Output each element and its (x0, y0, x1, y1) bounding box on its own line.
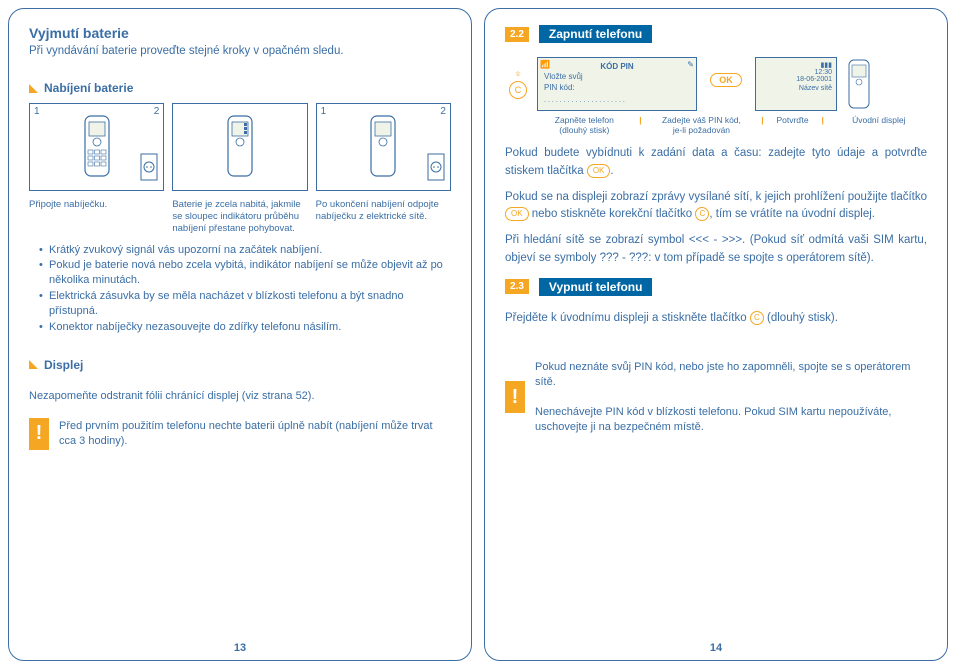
pin-line2: PIN kód: (544, 83, 690, 93)
phone-icon (843, 57, 875, 111)
warning-first-charge: ! Před prvním použitím telefonu nechte b… (29, 418, 451, 450)
ok-button-icon: OK (710, 73, 742, 87)
page-left: Vyjmutí baterie Při vyndávání baterie pr… (8, 8, 472, 661)
page-number-right: 14 (710, 642, 722, 654)
triangle-icon (29, 84, 38, 93)
charging-bullets: Krátký zvukový signál vás upozorní na za… (29, 243, 451, 336)
step-1-left: 1 (34, 106, 40, 117)
section-number-2-2: 2.2 (505, 27, 529, 42)
c-key-col: ① C (505, 71, 531, 99)
caption-2: Baterie je zcela nabitá, jakmile se slou… (172, 199, 307, 235)
bullet-2: Pokud je baterie nová nebo zcela vybitá,… (39, 258, 451, 288)
mini-phone (843, 57, 875, 111)
step-label-2: Zadejte váš PIN kód,je-li požadován (648, 115, 754, 135)
foil-note: Nezapomeňte odstranit fólii chránící dis… (29, 390, 451, 402)
caption-3: Po ukončení nabíjení odpojte nabíječku z… (316, 199, 451, 235)
step-labels: Zapněte telefon(dlouhý stisk) | Zadejte … (505, 115, 927, 135)
pencil-icon: ✎ (687, 60, 694, 70)
network-label: Název sítě (760, 85, 832, 92)
pin-title: KÓD PIN (544, 62, 690, 72)
step-label-1: Zapněte telefon(dlouhý stisk) (536, 115, 632, 135)
pin-line1: Vložte svůj (544, 72, 690, 82)
heading-remove-battery: Vyjmutí baterie (29, 25, 451, 41)
page-right: 2.2 Zapnutí telefonu ① C 📶 ✎ KÓD PIN Vlo… (484, 8, 948, 661)
paragraph-switch-off: Přejděte k úvodnímu displeji a stiskněte… (505, 310, 927, 327)
pin-screen: 📶 ✎ KÓD PIN Vložte svůj PIN kód: .......… (537, 57, 697, 111)
phone-icon (75, 112, 119, 182)
exclaim-icon: ! (505, 381, 525, 413)
display-title: Displej (44, 358, 83, 372)
page-number-left: 13 (234, 642, 246, 654)
section-title-2-3: Vypnutí telefonu (539, 278, 653, 296)
bullet-4: Konektor nabíječky nezasouvejte do zdířk… (39, 320, 451, 335)
c-key-inline-icon: C (695, 207, 709, 221)
paragraph-network-msgs: Pokud se na displeji zobrazí zprávy vysí… (505, 189, 927, 224)
triangle-icon (29, 360, 38, 369)
step-2b: 2 (440, 106, 446, 117)
step-label-4: Úvodní displej (831, 115, 927, 135)
charging-figures: 1 2 (29, 103, 451, 191)
paragraph-search: Při hledání sítě se zobrazí symbol <<< -… (505, 232, 927, 267)
section-title-2-2: Zapnutí telefonu (539, 25, 652, 43)
exclaim-icon: ! (29, 418, 49, 450)
charging-captions: Připojte nabíječku. Baterie je zcela nab… (29, 199, 451, 235)
section-charging: Nabíjení baterie (29, 81, 451, 95)
pin-dots: ..................... (544, 96, 690, 105)
ok-inline-icon: OK (587, 164, 611, 178)
socket-icon (139, 152, 159, 182)
section-number-2-3: 2.3 (505, 279, 529, 294)
step-1b: 1 (321, 106, 327, 117)
time-label: 12:30 (760, 69, 832, 76)
charge-fig-1: 1 2 (29, 103, 164, 191)
charge-fig-3: 1 2 (316, 103, 451, 191)
date-label: 18-06-2001 (760, 76, 832, 83)
c-key-icon: C (509, 81, 527, 99)
section-2-3: 2.3 Vypnutí telefonu (505, 278, 927, 296)
home-screen: ▮▮▮ 12:30 18-06-2001 Název sítě (755, 57, 837, 111)
charging-title: Nabíjení baterie (44, 81, 133, 95)
charge-fig-2 (172, 103, 307, 191)
bullet-1: Krátký zvukový signál vás upozorní na za… (39, 243, 451, 258)
section-display: Displej (29, 358, 451, 372)
socket-icon (426, 152, 446, 182)
section-2-2: 2.2 Zapnutí telefonu (505, 25, 927, 43)
ok-col: OK (703, 73, 749, 87)
step-label-3: Potvrďte (770, 115, 814, 135)
phone-icon (361, 112, 405, 182)
bullet-3: Elektrická zásuvka by se měla nacházet v… (39, 289, 451, 319)
subtitle-remove: Při vyndávání baterie proveďte stejné kr… (29, 45, 451, 57)
c-key-inline-icon: C (750, 311, 764, 325)
paragraph-datetime: Pokud budete vybídnuti k zadání data a č… (505, 145, 927, 180)
turn-on-row: ① C 📶 ✎ KÓD PIN Vložte svůj PIN kód: ...… (505, 57, 927, 111)
step-2-right: 2 (154, 106, 160, 117)
warn-text: Před prvním použitím telefonu nechte bat… (59, 419, 451, 449)
ok-inline-icon: OK (505, 207, 529, 221)
antenna-icon: 📶 (540, 60, 550, 70)
warn-pin-text: Pokud neznáte svůj PIN kód, nebo jste ho… (535, 360, 927, 434)
phone-icon (218, 112, 262, 182)
battery-icon: ▮▮▮ (760, 61, 832, 69)
caption-1: Připojte nabíječku. (29, 199, 164, 235)
warning-pin: ! Pokud neznáte svůj PIN kód, nebo jste … (505, 360, 927, 434)
